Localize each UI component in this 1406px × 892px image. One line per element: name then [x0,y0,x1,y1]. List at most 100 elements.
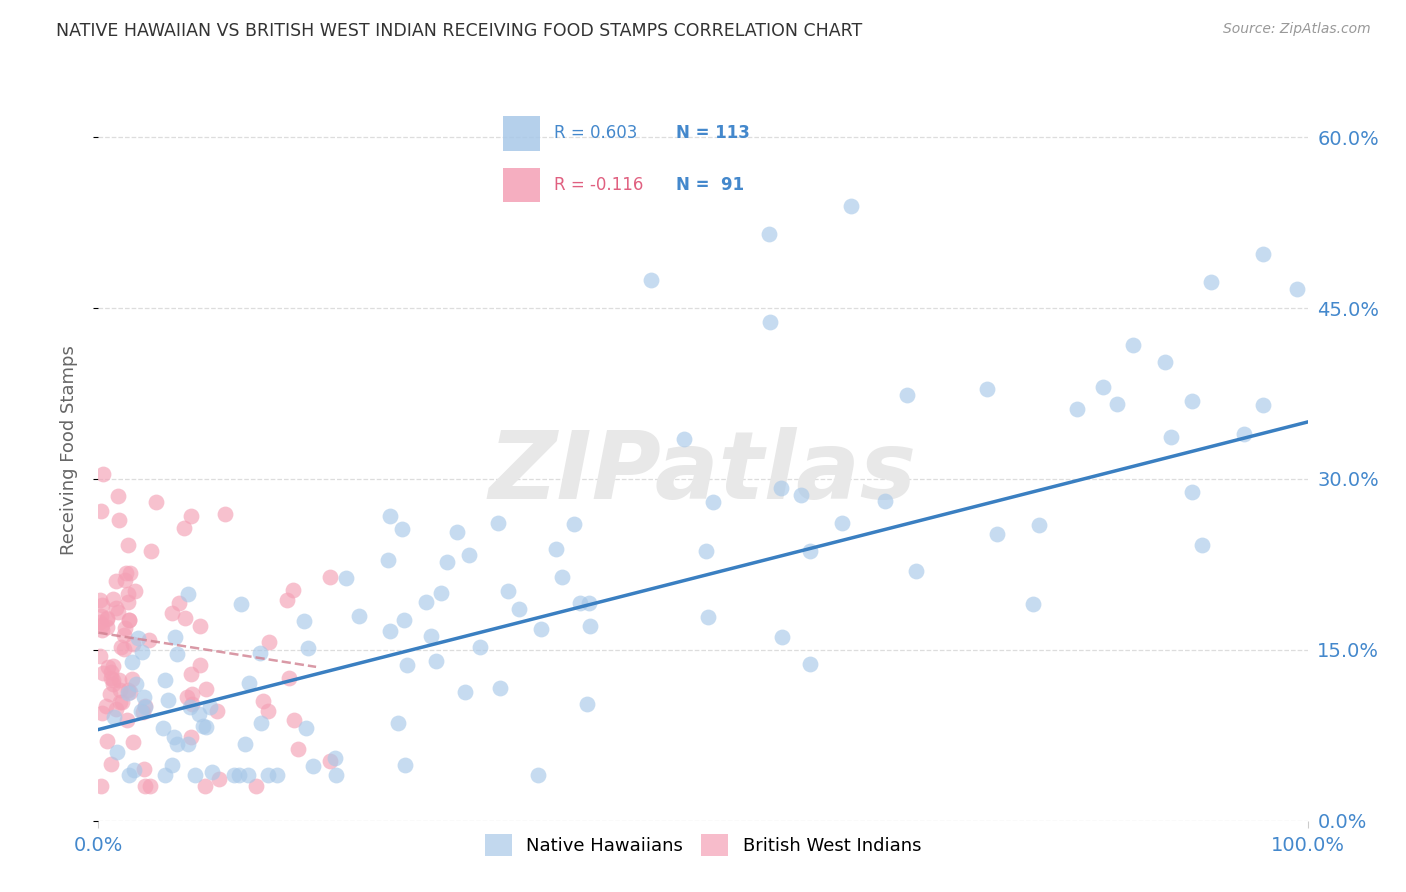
Native Hawaiians [134,699,156,714]
British West Indians [122,735,145,749]
Native Hawaiians [152,721,174,735]
British West Indians [104,702,127,716]
British West Indians [117,683,139,698]
British West Indians [101,677,124,691]
British West Indians [108,695,131,709]
Text: ZIPatlas: ZIPatlas [489,426,917,518]
Native Hawaiians [229,597,252,611]
Native Hawaiians [392,613,415,627]
Native Hawaiians [297,641,319,656]
British West Indians [91,467,114,482]
Native Hawaiians [124,763,146,777]
Native Hawaiians [1181,393,1204,408]
British West Indians [173,521,195,535]
Native Hawaiians [166,647,188,661]
British West Indians [180,697,202,711]
British West Indians [257,634,280,648]
Native Hawaiians [1022,597,1045,611]
Legend: Native Hawaiians, British West Indians: Native Hawaiians, British West Indians [478,827,928,863]
British West Indians [188,658,211,673]
Native Hawaiians [153,768,176,782]
Native Hawaiians [873,494,896,508]
Native Hawaiians [295,721,318,735]
Native Hawaiians [905,564,928,578]
British West Indians [132,705,155,719]
Native Hawaiians [163,630,186,644]
Native Hawaiians [323,750,346,764]
Native Hawaiians [1160,430,1182,444]
British West Indians [117,614,139,628]
Native Hawaiians [986,526,1008,541]
Native Hawaiians [527,768,550,782]
Native Hawaiians [562,516,585,531]
Native Hawaiians [419,629,441,643]
British West Indians [96,698,118,713]
British West Indians [145,495,167,509]
British West Indians [89,649,111,664]
Native Hawaiians [508,601,530,615]
British West Indians [114,621,136,635]
British West Indians [205,704,228,718]
British West Indians [108,682,131,697]
British West Indians [180,730,202,744]
British West Indians [287,742,309,756]
British West Indians [90,609,112,624]
British West Indians [276,592,298,607]
British West Indians [96,612,118,626]
Native Hawaiians [222,768,245,782]
British West Indians [134,698,156,713]
Native Hawaiians [163,730,186,744]
Native Hawaiians [377,553,399,567]
Native Hawaiians [238,676,260,690]
Native Hawaiians [394,758,416,772]
Native Hawaiians [121,656,143,670]
Native Hawaiians [184,768,207,782]
Native Hawaiians [325,768,347,782]
British West Indians [124,584,146,599]
Native Hawaiians [470,640,492,654]
Native Hawaiians [770,481,793,495]
Native Hawaiians [896,388,918,402]
Native Hawaiians [257,768,280,782]
Native Hawaiians [695,544,717,558]
Native Hawaiians [436,555,458,569]
Native Hawaiians [496,584,519,599]
British West Indians [97,659,120,673]
Native Hawaiians [1107,397,1129,411]
Native Hawaiians [790,488,813,502]
Native Hawaiians [195,720,218,734]
Text: Source: ZipAtlas.com: Source: ZipAtlas.com [1223,22,1371,37]
Native Hawaiians [702,494,724,508]
Native Hawaiians [1191,538,1213,552]
British West Indians [121,672,143,686]
Native Hawaiians [673,432,696,446]
British West Indians [257,704,280,718]
British West Indians [96,734,118,748]
British West Indians [180,509,202,524]
Native Hawaiians [129,704,152,718]
British West Indians [180,666,202,681]
Native Hawaiians [236,768,259,782]
British West Indians [115,566,138,580]
British West Indians [107,490,129,504]
British West Indians [90,598,112,612]
British West Indians [89,615,111,630]
Native Hawaiians [347,608,370,623]
British West Indians [160,607,183,621]
British West Indians [167,597,190,611]
Native Hawaiians [191,719,214,733]
Native Hawaiians [249,646,271,660]
British West Indians [319,754,342,768]
Native Hawaiians [976,382,998,396]
British West Indians [96,610,118,624]
British West Indians [278,671,301,685]
British West Indians [252,694,274,708]
British West Indians [89,593,111,607]
Native Hawaiians [831,516,853,530]
British West Indians [319,570,342,584]
Native Hawaiians [387,716,409,731]
British West Indians [214,507,236,521]
Native Hawaiians [177,587,200,601]
British West Indians [101,591,124,606]
British West Indians [173,611,195,625]
